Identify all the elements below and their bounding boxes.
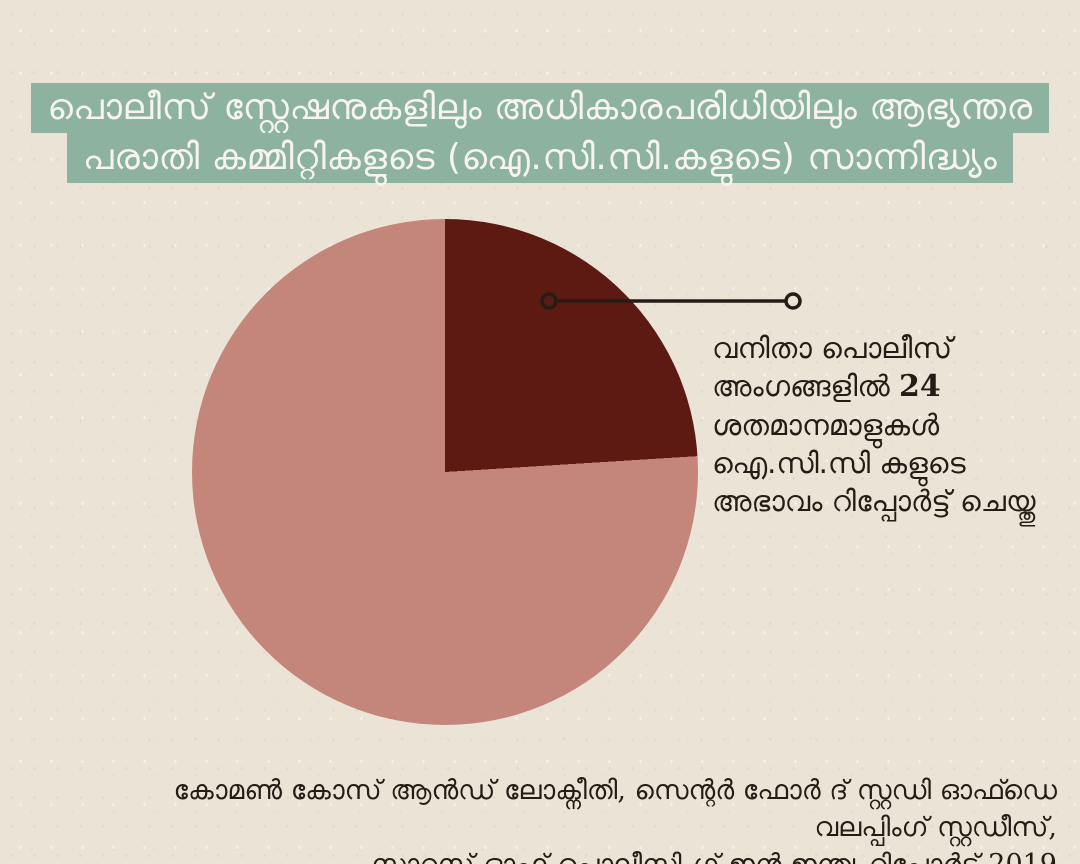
slice-annotation: വനിതാ പൊലീസ് അംഗങ്ങളിൽ 24 ശതമാനമാളുകൾ ഐ.… — [712, 329, 1072, 520]
annotation-line: അഭാവം റിപ്പോർട്ട് ചെയ്തു — [712, 484, 1036, 518]
title-highlight-line-1: പൊലീസ് സ്റ്റേഷനുകളിലും അധികാരപരിധിയിലും … — [31, 83, 1049, 133]
title-highlight-line-2: പരാതി കമ്മിറ്റികളുടെ (ഐ.സി.സി.കളുടെ) സാന… — [66, 133, 1014, 183]
annotation-line: അംഗങ്ങളിൽ 24 — [712, 367, 1072, 406]
annotation-line: ഐ.സി.സി കളുടെ — [712, 446, 966, 480]
chart-title: പൊലീസ് സ്റ്റേഷനുകളിലും അധികാരപരിധിയിലും … — [0, 83, 1080, 183]
annotation-line-text: അംഗങ്ങളിൽ — [712, 369, 890, 403]
source-credit: കോമൺ കോസ് ആൻഡ് ലോക്നീതി, സെന്റർ ഫോർ ദ് സ… — [57, 772, 1057, 864]
title-row-1: പൊലീസ് സ്റ്റേഷനുകളിലും അധികാരപരിധിയിലും … — [0, 83, 1080, 133]
source-line-2: സ്റ്റാറ്റസ് ഓഫ് പൊലീസിംഗ് ഇൻ ഇന്ത്യ റിപ്… — [57, 846, 1057, 864]
title-row-2: പരാതി കമ്മിറ്റികളുടെ (ഐ.സി.സി.കളുടെ) സാന… — [0, 133, 1080, 183]
annotation-line: ശതമാനമാളുകൾ — [712, 408, 940, 442]
annotation-value: 24 — [898, 369, 941, 404]
annotation-line: വനിതാ പൊലീസ് — [712, 331, 953, 365]
source-line-1: കോമൺ കോസ് ആൻഡ് ലോക്നീതി, സെന്റർ ഫോർ ദ് സ… — [173, 775, 1057, 843]
callout-end-dot — [784, 292, 802, 310]
pie-chart — [192, 219, 698, 725]
